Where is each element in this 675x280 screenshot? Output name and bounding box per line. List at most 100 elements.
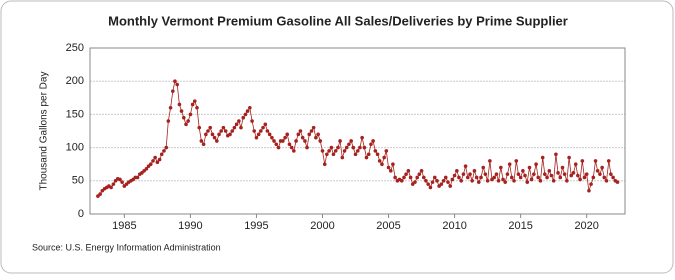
data-point (181, 115, 186, 120)
data-point (551, 179, 556, 183)
y-tick-label: 50 (72, 175, 84, 187)
data-point (195, 105, 199, 110)
data-point (283, 135, 287, 140)
data-point (289, 145, 294, 150)
data-point (300, 135, 305, 140)
data-point (534, 162, 538, 166)
data-point (476, 180, 481, 184)
data-point (549, 173, 554, 178)
data-point (135, 175, 140, 180)
data-point (580, 159, 585, 163)
data-point (355, 149, 360, 153)
data-point (514, 159, 519, 163)
data-point (309, 129, 314, 133)
data-point (164, 145, 169, 150)
data-point (529, 177, 534, 182)
data-point (272, 139, 276, 143)
data-point (234, 122, 239, 127)
x-tick-label: 2005 (376, 220, 400, 232)
plot (96, 79, 620, 198)
y-axis-label: Thousand Gallons per Day (39, 72, 50, 191)
data-point (470, 179, 474, 183)
data-point (587, 188, 591, 193)
x-tick-label: 1990 (178, 220, 202, 232)
data-point (153, 155, 157, 160)
x-tick-label: 2020 (574, 220, 598, 232)
data-point (413, 180, 417, 184)
data-point (157, 157, 162, 162)
source: Source: U.S. Energy Information Administ… (32, 242, 221, 252)
data-point (276, 145, 281, 150)
data-point (384, 149, 389, 153)
data-point (518, 175, 523, 180)
data-point (256, 132, 261, 137)
data-point (336, 145, 340, 150)
data-point (316, 132, 320, 137)
data-point (252, 129, 256, 133)
data-point (415, 175, 420, 180)
data-point (166, 119, 171, 123)
data-point (567, 155, 571, 160)
data-point (536, 175, 541, 180)
data-point (245, 109, 250, 113)
data-point (294, 139, 298, 143)
data-point (267, 132, 272, 137)
data-point (538, 179, 543, 183)
data-point (463, 164, 468, 168)
data-point (362, 145, 367, 150)
data-point (338, 139, 342, 143)
data-point (584, 172, 589, 176)
data-point (375, 152, 380, 157)
data-point (604, 179, 609, 183)
data-point (162, 149, 166, 153)
data-point (606, 159, 611, 163)
data-point (333, 149, 338, 153)
data-point (404, 172, 408, 176)
data-point (261, 125, 265, 130)
data-point (179, 109, 184, 113)
data-point (611, 175, 615, 180)
data-point (496, 179, 501, 183)
data-point (578, 177, 582, 182)
data-point (485, 179, 490, 183)
data-point (281, 139, 285, 143)
data-point (545, 175, 549, 180)
data-point (461, 172, 466, 176)
data-point (507, 162, 512, 166)
data-point (582, 175, 587, 180)
data-point (274, 142, 279, 147)
data-point (527, 165, 532, 170)
data-point (424, 179, 428, 183)
data-point (483, 172, 488, 176)
data-point (217, 132, 221, 137)
chart-title: Monthly Vermont Premium Gasoline All Sal… (108, 13, 568, 28)
data-point (241, 115, 246, 120)
data-point (148, 162, 153, 166)
data-point (204, 132, 208, 137)
data-point (303, 139, 307, 143)
data-point (369, 142, 373, 147)
y-tick-label: 250 (66, 42, 84, 54)
y-tick-label: 0 (78, 208, 84, 220)
data-point (327, 149, 331, 153)
data-point (177, 102, 182, 107)
data-point (562, 172, 567, 176)
data-point (254, 135, 259, 140)
data-point (318, 139, 323, 143)
plot-border (89, 47, 626, 215)
x-tick-label: 2000 (310, 220, 334, 232)
data-point (466, 175, 470, 180)
data-point (171, 89, 175, 93)
data-point (569, 173, 574, 178)
data-point (391, 162, 395, 166)
data-point (371, 139, 375, 143)
data-point (118, 177, 122, 182)
data-point (455, 169, 459, 173)
data-point (206, 129, 210, 133)
data-point (556, 171, 560, 175)
x-tick-label: 1985 (112, 220, 136, 232)
data-point (532, 172, 536, 176)
data-point (111, 182, 116, 186)
data-point (446, 180, 450, 184)
data-point (292, 149, 296, 153)
